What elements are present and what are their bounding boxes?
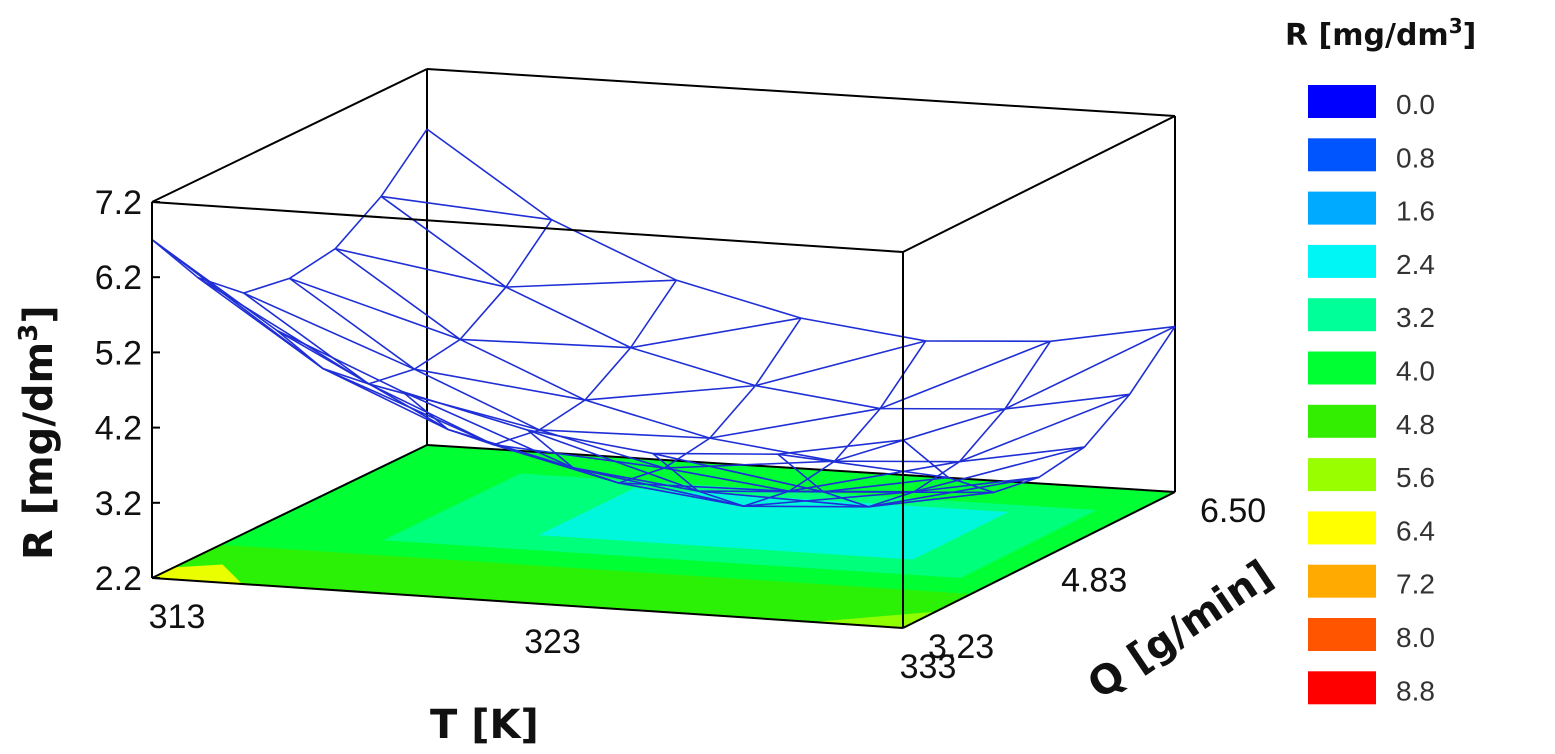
mesh-diagonal [243, 292, 415, 370]
mesh-line-t [151, 238, 904, 456]
z-tick-label: 2.2 [95, 560, 142, 598]
legend-label: 8.8 [1396, 675, 1435, 706]
legend-swatch [1308, 458, 1376, 492]
mesh-diagonal [447, 428, 619, 484]
legend-swatch [1308, 85, 1376, 118]
legend-label: 0.8 [1396, 142, 1435, 173]
legend-label: 6.4 [1396, 515, 1435, 546]
mesh-diagonal [402, 390, 574, 469]
mesh-diagonal [197, 276, 370, 385]
x-axis-title: T [K] [430, 702, 539, 748]
mesh-diagonal [381, 195, 552, 221]
legend-swatch [1308, 351, 1376, 385]
mesh-diagonal [505, 279, 677, 288]
box-edge [902, 115, 1176, 253]
y-tick-label: 4.83 [1061, 561, 1127, 599]
mesh-diagonal [414, 368, 586, 401]
legend-label: 2.4 [1396, 249, 1435, 280]
mesh-diagonal [539, 429, 710, 439]
legend-swatch [1308, 564, 1376, 598]
box-edge [902, 491, 1176, 629]
mesh-diagonal [755, 340, 926, 387]
mesh-diagonal [584, 384, 756, 401]
z-tick-label: 7.2 [95, 184, 142, 222]
z-tick-label: 5.2 [95, 334, 142, 372]
legend-title: R [mg/dm3] [1285, 14, 1476, 53]
box-edge [426, 68, 1176, 117]
mesh-diagonal [368, 383, 540, 431]
mesh-line-t [426, 128, 1176, 343]
floor-band [152, 544, 971, 628]
z-axis-title: R [mg/dm3] [14, 305, 62, 560]
box-edge [151, 444, 428, 579]
mesh-diagonal [698, 490, 869, 508]
box-edge [151, 68, 428, 203]
mesh-diagonal [777, 453, 949, 479]
mesh-diagonal [913, 446, 1085, 493]
legend-label: 1.6 [1396, 196, 1435, 227]
mesh-diagonal [1004, 325, 1176, 410]
mesh-diagonal [289, 277, 461, 341]
mesh-diagonal [879, 340, 1051, 410]
y-tick-label: 3.23 [928, 628, 994, 666]
legend-swatch [1308, 404, 1376, 438]
mesh-diagonal [618, 482, 790, 492]
mesh-diagonal [868, 476, 1040, 508]
box-edge [151, 201, 904, 253]
x-tick-label: 333 [900, 648, 957, 686]
legend-swatch [1308, 511, 1376, 545]
mesh-diagonal [709, 407, 881, 439]
mesh-diagonal [789, 460, 960, 492]
mesh-diagonal [460, 338, 631, 349]
mesh-diagonal [151, 238, 324, 370]
mesh-diagonal [834, 408, 1006, 462]
mesh-diagonal [572, 467, 744, 507]
mesh-diagonal [630, 317, 802, 349]
mesh-diagonal [322, 367, 495, 446]
legend-label: 0.0 [1396, 89, 1435, 120]
y-tick-label: 6.50 [1200, 492, 1266, 530]
floor-band [538, 488, 1009, 560]
x-tick-label: 313 [149, 598, 206, 636]
legend-label: 4.8 [1396, 409, 1435, 440]
color-legend: R [mg/dm3] 0.0 0.8 1.6 2.4 3.2 4.0 4.8 5.6 6.4 7.… [1285, 14, 1476, 706]
legend-label: 8.0 [1396, 622, 1435, 653]
legend-label: 4.0 [1396, 356, 1435, 387]
mesh-diagonal [959, 393, 1130, 463]
z-tick-label: 3.2 [95, 485, 142, 523]
legend-label: 7.2 [1396, 569, 1435, 600]
x-tick-label: 323 [524, 623, 581, 661]
mesh-diagonal [493, 443, 665, 469]
box-edge [151, 577, 904, 629]
mesh-line-q [276, 219, 553, 385]
legend-swatch [1308, 191, 1376, 225]
legend-swatch [1308, 244, 1376, 278]
z-tick-label: 4.2 [95, 410, 142, 448]
mesh-diagonal [743, 490, 915, 507]
mesh-diagonal [664, 460, 835, 469]
legend-swatch [1308, 618, 1376, 651]
legend-label: 3.2 [1396, 302, 1435, 333]
mesh-diagonal [652, 452, 824, 493]
legend-swatch [1308, 671, 1376, 705]
mesh-line-t [380, 195, 1130, 410]
legend-label: 5.6 [1396, 462, 1435, 493]
legend-swatch [1308, 298, 1376, 332]
z-tick-label: 6.2 [95, 259, 142, 297]
mesh-diagonal [335, 247, 507, 288]
legend-swatch [1308, 138, 1376, 172]
